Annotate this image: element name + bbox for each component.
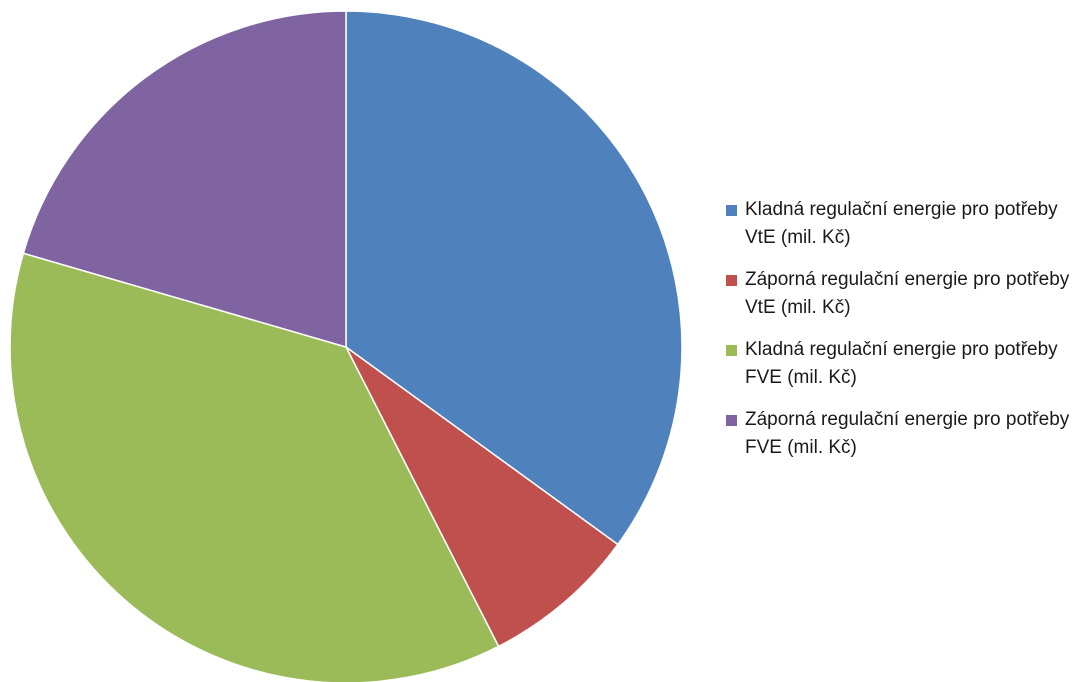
legend-label-zaporna-vte: Záporná regulační energie pro potřeby Vt… [745,269,1070,318]
pie-slice-kladna-vte [345,10,683,546]
pie-slices [9,10,683,682]
legend-label-kladna-fve: Kladná regulační energie pro potřeby FVE… [745,339,1058,388]
legend: Kladná regulační energie pro potřeby VtE… [726,196,1076,476]
legend-label-zaporna-fve: Záporná regulační energie pro potřeby FV… [745,409,1070,458]
legend-swatch-zaporna-vte [726,275,737,286]
legend-item-kladna-fve: Kladná regulační energie pro potřeby FVE… [726,336,1076,392]
legend-item-kladna-vte: Kladná regulační energie pro potřeby VtE… [726,196,1076,252]
legend-label-kladna-vte: Kladná regulační energie pro potřeby VtE… [745,199,1058,248]
legend-item-zaporna-fve: Záporná regulační energie pro potřeby FV… [726,406,1076,462]
pie-slice-zaporna-vte [345,346,619,648]
pie-chart [9,10,683,682]
legend-swatch-kladna-fve [726,345,737,356]
pie-slice-kladna-fve [9,252,500,682]
pie-slice-zaporna-fve [22,10,347,348]
legend-swatch-zaporna-fve [726,415,737,426]
legend-item-zaporna-vte: Záporná regulační energie pro potřeby Vt… [726,266,1076,322]
legend-swatch-kladna-vte [726,205,737,216]
